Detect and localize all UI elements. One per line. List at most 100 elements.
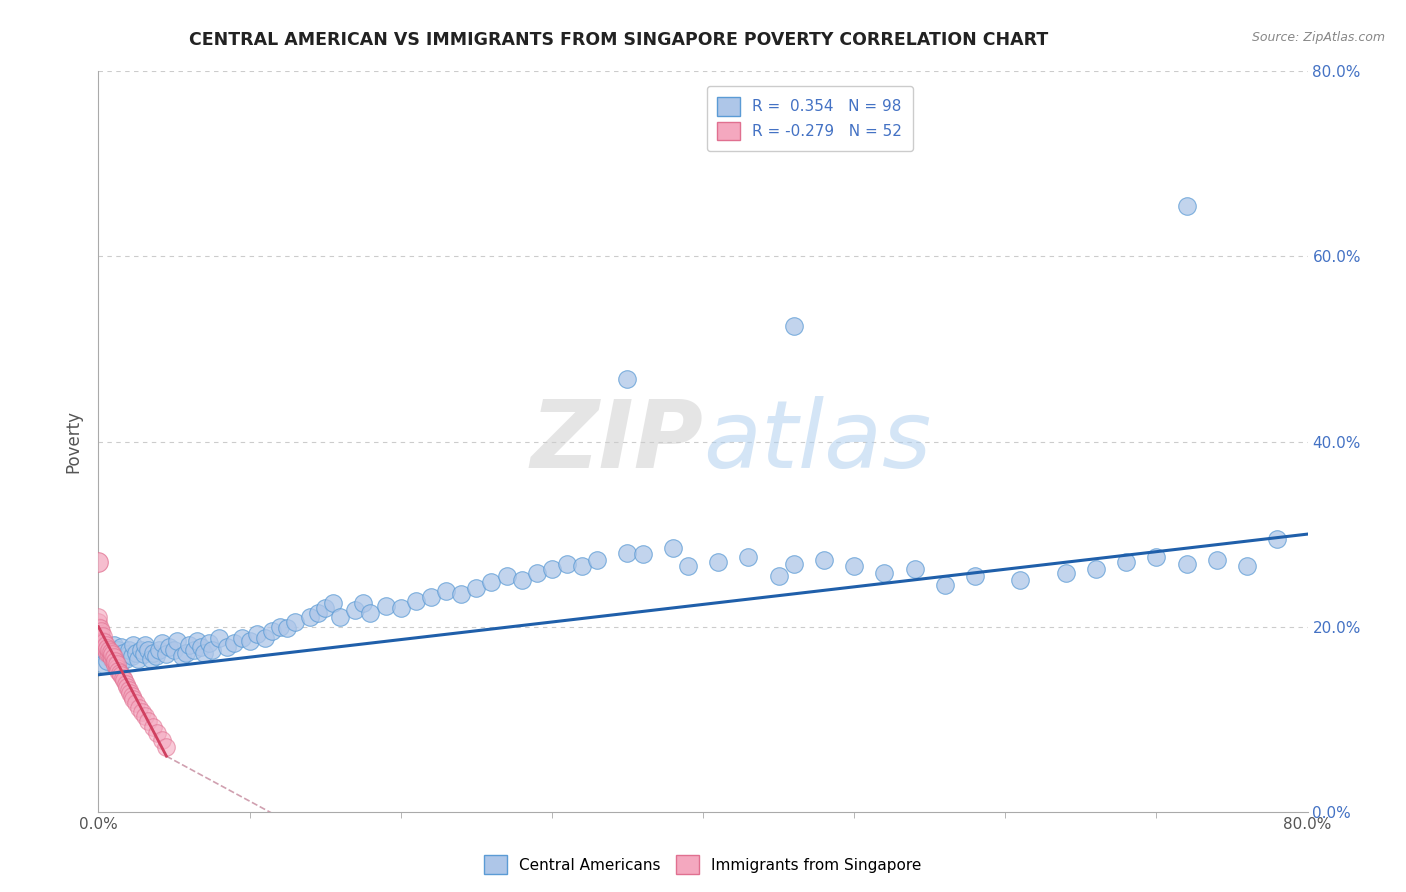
Point — [661, 541, 683, 555]
Point — [1175, 557, 1198, 571]
Point — [166, 633, 188, 648]
Point — [146, 726, 169, 740]
Point — [676, 559, 699, 574]
Point — [405, 593, 427, 607]
Point — [121, 689, 143, 703]
Point — [197, 636, 219, 650]
Point — [239, 633, 262, 648]
Point — [616, 371, 638, 385]
Point — [186, 633, 208, 648]
Point — [1115, 555, 1137, 569]
Point — [284, 615, 307, 629]
Point — [215, 640, 238, 654]
Point — [90, 633, 112, 648]
Point — [90, 624, 112, 639]
Point — [125, 696, 148, 710]
Point — [112, 673, 135, 688]
Point — [111, 671, 134, 685]
Text: CENTRAL AMERICAN VS IMMIGRANTS FROM SINGAPORE POVERTY CORRELATION CHART: CENTRAL AMERICAN VS IMMIGRANTS FROM SING… — [188, 31, 1049, 49]
Point — [434, 584, 457, 599]
Point — [586, 553, 609, 567]
Point — [631, 548, 654, 562]
Point — [616, 545, 638, 560]
Point — [183, 642, 205, 657]
Point — [96, 654, 118, 668]
Point — [98, 648, 121, 662]
Point — [231, 631, 253, 645]
Point — [329, 610, 352, 624]
Point — [148, 642, 170, 657]
Point — [105, 657, 128, 671]
Point — [98, 642, 121, 657]
Point — [389, 601, 412, 615]
Point — [360, 606, 382, 620]
Point — [1010, 574, 1032, 588]
Point — [142, 720, 165, 734]
Point — [481, 575, 503, 590]
Point — [136, 642, 159, 657]
Point — [118, 682, 141, 697]
Point — [127, 652, 149, 666]
Point — [104, 654, 127, 668]
Point — [100, 645, 122, 659]
Point — [122, 691, 145, 706]
Point — [101, 648, 124, 662]
Point — [105, 661, 128, 675]
Point — [352, 597, 374, 611]
Point — [224, 636, 246, 650]
Point — [94, 642, 117, 657]
Point — [768, 568, 790, 582]
Point — [934, 578, 956, 592]
Point — [118, 642, 141, 657]
Point — [873, 566, 896, 580]
Point — [276, 622, 298, 636]
Point — [307, 606, 329, 620]
Point — [87, 624, 110, 639]
Point — [374, 599, 396, 614]
Point — [155, 739, 177, 754]
Point — [103, 638, 125, 652]
Point — [125, 646, 148, 660]
Point — [108, 665, 131, 680]
Point — [114, 652, 136, 666]
Point — [170, 649, 193, 664]
Point — [90, 629, 112, 643]
Point — [132, 648, 155, 662]
Point — [87, 615, 110, 629]
Point — [965, 568, 987, 582]
Point — [344, 603, 367, 617]
Point — [110, 655, 132, 669]
Y-axis label: Poverty: Poverty — [65, 410, 83, 473]
Point — [193, 646, 215, 660]
Point — [813, 553, 835, 567]
Point — [91, 633, 114, 648]
Point — [103, 655, 125, 669]
Point — [91, 629, 114, 643]
Point — [94, 638, 117, 652]
Point — [107, 664, 129, 678]
Point — [89, 622, 111, 636]
Point — [526, 566, 548, 580]
Text: atlas: atlas — [703, 396, 931, 487]
Point — [201, 642, 224, 657]
Point — [89, 631, 111, 645]
Point — [1144, 550, 1167, 565]
Point — [128, 701, 150, 715]
Point — [100, 652, 122, 666]
Point — [571, 559, 593, 574]
Point — [510, 574, 533, 588]
Point — [110, 667, 132, 681]
Point — [134, 709, 156, 723]
Text: ZIP: ZIP — [530, 395, 703, 488]
Point — [111, 647, 134, 661]
Point — [103, 650, 125, 665]
Point — [131, 705, 153, 719]
Point — [1206, 553, 1229, 567]
Point — [299, 610, 322, 624]
Point — [208, 631, 231, 645]
Point — [174, 646, 197, 660]
Point — [190, 640, 212, 654]
Point — [150, 636, 173, 650]
Point — [94, 648, 117, 662]
Point — [269, 619, 291, 633]
